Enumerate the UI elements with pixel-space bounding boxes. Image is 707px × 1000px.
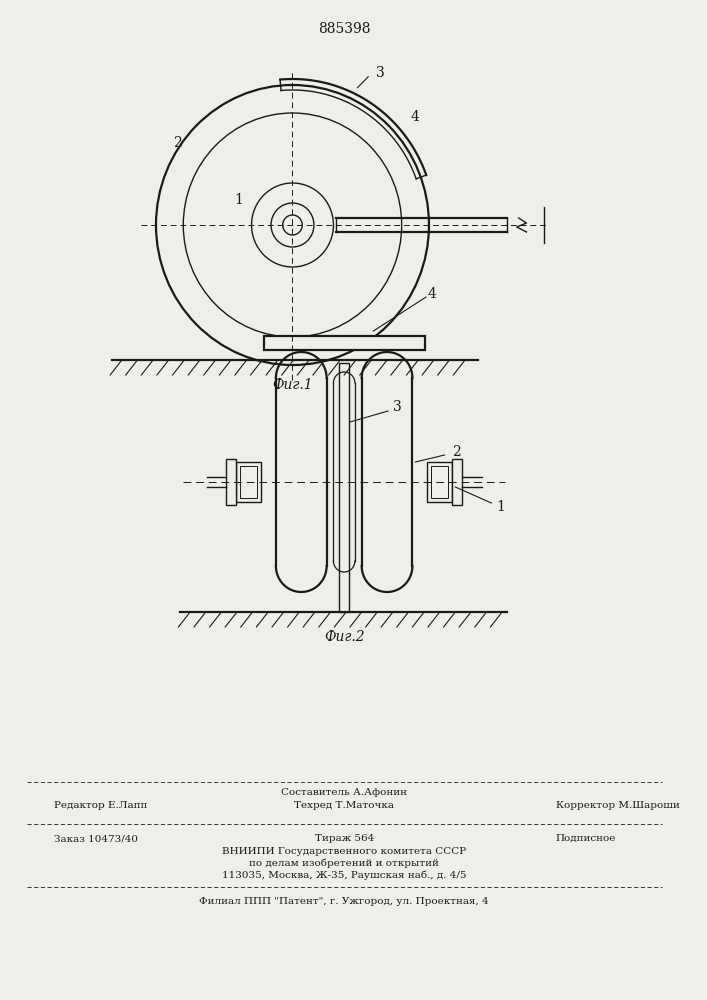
Bar (452, 459, 462, 505)
Text: 2: 2 (452, 445, 461, 459)
Bar (240, 466, 257, 498)
Text: Подписное: Подписное (556, 834, 616, 843)
Text: Редактор Е.Лапп: Редактор Е.Лапп (54, 801, 147, 810)
Bar (427, 462, 452, 502)
Text: Составитель А.Афонин: Составитель А.Афонин (281, 788, 407, 797)
Text: Заказ 10473/40: Заказ 10473/40 (54, 834, 138, 843)
Text: 3: 3 (393, 400, 402, 414)
Bar (226, 459, 236, 505)
Text: Фиг.1: Фиг.1 (272, 378, 312, 392)
Text: Тираж 564: Тираж 564 (315, 834, 374, 843)
Text: Фиг.2: Фиг.2 (324, 630, 365, 644)
Bar (431, 466, 448, 498)
Text: 1: 1 (235, 193, 243, 207)
Text: 4: 4 (410, 110, 419, 124)
Text: 3: 3 (375, 66, 385, 80)
Text: 4: 4 (428, 287, 436, 301)
Text: 113035, Москва, Ж-35, Раушская наб., д. 4/5: 113035, Москва, Ж-35, Раушская наб., д. … (222, 871, 467, 880)
Text: 2: 2 (173, 136, 182, 150)
Text: ВНИИПИ Государственного комитета СССР: ВНИИПИ Государственного комитета СССР (222, 847, 466, 856)
Bar (264, 336, 425, 350)
Text: по делам изобретений и открытий: по делам изобретений и открытий (250, 859, 439, 868)
Bar (339, 363, 349, 612)
Text: Техред Т.Маточка: Техред Т.Маточка (294, 801, 395, 810)
Text: 1: 1 (497, 500, 506, 514)
Bar (236, 462, 262, 502)
Text: Филиал ППП "Патент", г. Ужгород, ул. Проектная, 4: Филиал ППП "Патент", г. Ужгород, ул. Про… (199, 897, 489, 906)
Text: Корректор М.Шароши: Корректор М.Шароши (556, 801, 679, 810)
Text: 885398: 885398 (318, 22, 370, 36)
